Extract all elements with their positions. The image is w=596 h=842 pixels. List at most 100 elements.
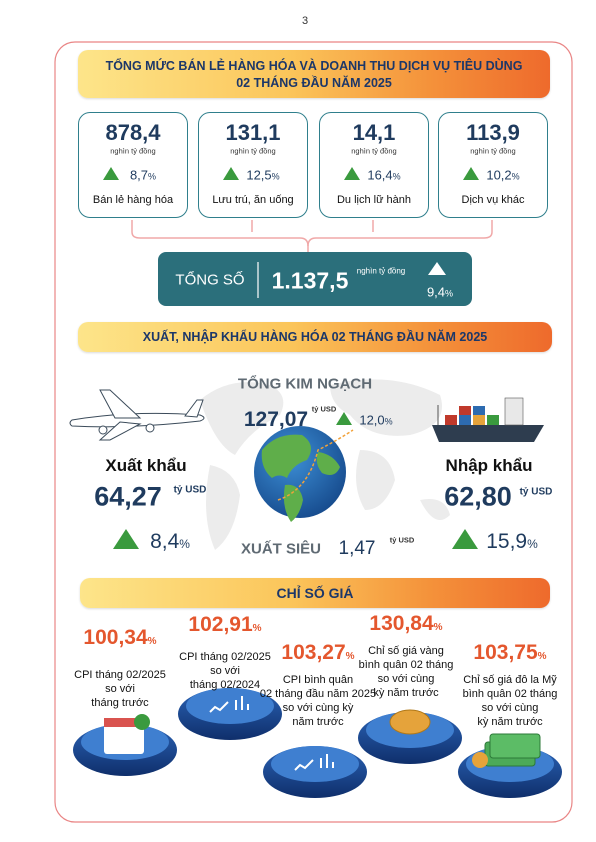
import-label: Nhập khẩu: [445, 456, 533, 475]
growth-unit: %: [148, 171, 157, 182]
calendar-icon: [104, 714, 150, 754]
card-unit: nghìn tỷ đồng: [470, 146, 516, 156]
growth: 12,5: [246, 167, 272, 183]
trade-total-growth: 12,0%: [359, 413, 392, 428]
growth: 16,4: [367, 167, 393, 183]
retail-card: [78, 112, 188, 218]
section-title: TỔNG MỨC BÁN LẺ HÀNG HÓA VÀ DOANH THU DỊ…: [105, 59, 523, 73]
price-description: bình quân 02 tháng: [358, 659, 454, 671]
price-value: 103,27%: [281, 641, 354, 665]
connectors: [131, 220, 493, 252]
price-value: 130,84%: [369, 612, 442, 636]
card-growth: 16,4%: [367, 168, 400, 183]
route: [277, 429, 354, 501]
unit: %: [433, 622, 443, 633]
plane: [69, 389, 205, 441]
unit: %: [147, 636, 157, 647]
growth-unit: %: [392, 171, 401, 182]
up-arrow: [103, 167, 119, 180]
card-label: Bán lẻ hàng hóa: [92, 194, 174, 206]
world-map: [200, 379, 450, 550]
trade-total-value: 127,07: [243, 408, 309, 431]
card-label: Du lịch lữ hành: [336, 194, 412, 206]
growth-unit: %: [179, 537, 190, 551]
price-description: so với cùng kỳ: [282, 702, 354, 714]
ship: [432, 397, 544, 442]
price-description: so với cùng: [481, 702, 539, 714]
value: 103,75: [473, 641, 538, 664]
import-growth: 15,9%: [486, 530, 538, 554]
unit: %: [345, 651, 355, 662]
up-arrow: [336, 412, 352, 425]
growth-unit: %: [384, 416, 393, 427]
growth-unit: %: [271, 171, 280, 182]
card-unit: nghìn tỷ đồng: [110, 146, 156, 156]
up-arrow: [344, 167, 360, 180]
price-description: 02 tháng đầu năm 2025: [259, 688, 377, 700]
retail-banner: [78, 50, 550, 98]
value: 100,34: [83, 626, 148, 649]
card-label: Lưu trú, ăn uống: [212, 194, 294, 206]
price-description: bình quân 02 tháng: [462, 688, 558, 700]
card-label: Dịch vụ khác: [461, 194, 525, 206]
up-arrow: [428, 262, 446, 275]
surplus-value: 1,47: [338, 538, 376, 559]
up-arrow: [463, 167, 479, 180]
price-value: 100,34%: [83, 626, 156, 650]
price-description: Chỉ số giá vàng: [368, 645, 444, 657]
price-description: tháng 02/2024: [189, 679, 261, 691]
value: 130,84: [369, 612, 434, 635]
retail-card: [319, 112, 429, 218]
import-unit: tỷ USD: [519, 486, 553, 498]
card-value: 14,1: [352, 120, 396, 145]
price-description: so với cùng: [377, 673, 435, 685]
section-title: XUẤT, NHẬP KHẨU HÀNG HÓA 02 THÁNG ĐẦU NĂ…: [142, 330, 488, 344]
export-value: 64,27: [94, 481, 162, 512]
trade-banner: [78, 322, 552, 352]
growth: 12,0: [359, 412, 385, 428]
export-growth: 8,4%: [150, 530, 190, 554]
price-description: CPI tháng 02/2025: [74, 669, 166, 681]
prices-banner: [80, 578, 550, 608]
trade-total-unit: tỷ USD: [311, 404, 337, 414]
up-arrow: [223, 167, 239, 180]
platform-icons: [209, 696, 334, 771]
growth: 8,7: [129, 167, 149, 183]
unit: %: [252, 623, 262, 634]
price-value: 102,91%: [188, 613, 261, 637]
card-growth: 8,7%: [130, 168, 156, 183]
card-unit: nghìn tỷ đồng: [351, 146, 397, 156]
price-description: kỳ năm trước: [373, 687, 439, 699]
growth: 10,2: [486, 167, 512, 183]
total-unit: nghìn tỷ đồng: [356, 266, 406, 276]
value: 102,91: [188, 613, 253, 636]
card-value: 113,9: [466, 120, 520, 145]
total-label: TỔNG SỐ: [175, 271, 245, 289]
value: 103,27: [281, 641, 346, 664]
up-arrow: [452, 529, 478, 549]
export-unit: tỷ USD: [173, 484, 207, 496]
price-value: 103,75%: [473, 641, 546, 665]
total-box: [158, 252, 472, 306]
card-unit: nghìn tỷ đồng: [230, 146, 276, 156]
total-value: 1.137,5: [271, 267, 349, 294]
up-arrow: [113, 529, 139, 549]
price-description: năm trước: [292, 716, 344, 728]
surplus-label: XUẤT SIÊU: [240, 540, 322, 558]
gold-icon: [389, 709, 431, 735]
total-growth: 9,4%: [427, 285, 453, 300]
surplus-unit: tỷ USD: [389, 535, 415, 545]
price-description: tháng trước: [91, 697, 149, 709]
card-value: 878,4: [105, 120, 161, 145]
unit: %: [537, 651, 547, 662]
price-description: so với: [210, 665, 240, 677]
money-icon: [472, 733, 541, 768]
trade-total-label: TỔNG KIM NGẠCH: [237, 375, 373, 393]
growth-unit: %: [511, 171, 520, 182]
price-description: Chỉ số giá đô la Mỹ: [463, 674, 557, 686]
card-growth: 10,2%: [486, 168, 519, 183]
retail-card: [198, 112, 308, 218]
page-frame: [54, 41, 573, 823]
